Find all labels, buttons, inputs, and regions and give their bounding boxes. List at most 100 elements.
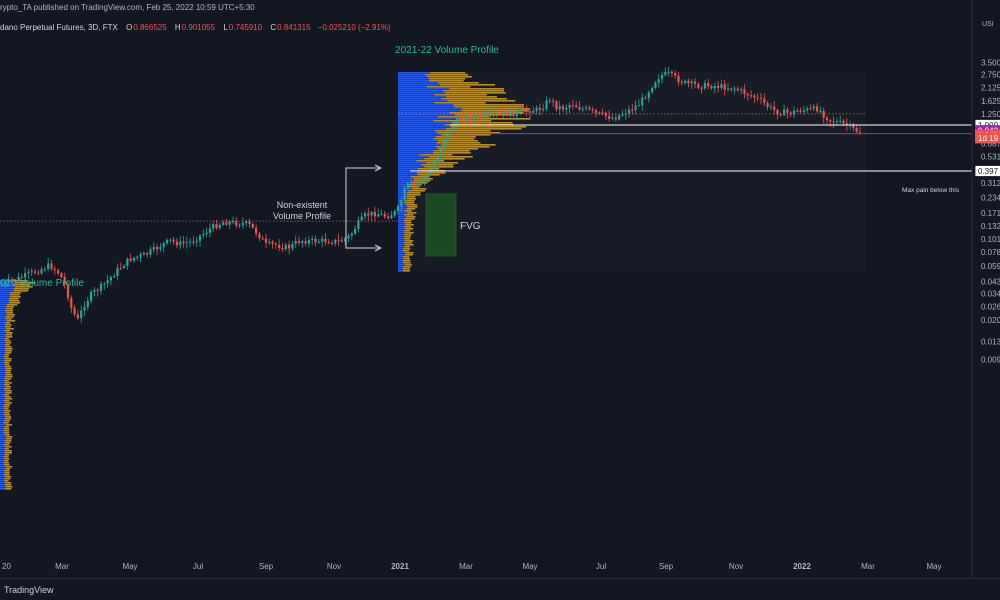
candle-body <box>796 110 799 112</box>
profile-2020-bar-gold <box>5 340 11 342</box>
candle-body <box>667 71 670 73</box>
profile-2020-bar-gold <box>4 448 9 450</box>
y-tick-label: 0.034 <box>981 289 1000 298</box>
profile-2021-bar-blue <box>398 128 447 130</box>
candle-body <box>123 266 126 268</box>
profile-2021-bar-blue <box>398 156 429 158</box>
profile-2020-bar-gold <box>5 438 12 440</box>
candle-body <box>347 235 350 239</box>
candle-body <box>165 239 169 244</box>
candle-body <box>476 114 479 116</box>
y-tick-label: 0.531 <box>981 153 1000 162</box>
candle-body <box>146 253 149 255</box>
profile-2020-bar-gold <box>3 428 10 430</box>
profile-2020-bar-gold <box>15 282 36 284</box>
profile-2020-bar-blue <box>0 476 6 478</box>
profile-2021-bar-gold <box>435 136 476 138</box>
profile-2020-bar-gold <box>5 376 13 378</box>
candle-body <box>670 71 673 74</box>
candle-body <box>4 281 7 285</box>
candle-body <box>360 216 363 221</box>
profile-2020-bar-blue <box>0 332 7 334</box>
profile-2021-bar-gold <box>426 162 459 164</box>
candle-body <box>489 112 492 114</box>
profile-2020-bar-gold <box>4 434 10 436</box>
candle-body <box>644 97 647 99</box>
profile-2021-bar-blue <box>398 98 442 100</box>
profile-2021-bar-gold <box>441 144 496 146</box>
candle-body <box>746 93 749 96</box>
candle-body <box>726 88 730 90</box>
profile-2021-bar-blue <box>398 250 403 252</box>
candle-body <box>70 298 73 309</box>
candle-body <box>57 270 60 274</box>
profile-2020-bar-gold <box>3 404 11 406</box>
profile-2021-bar-blue <box>398 110 461 112</box>
profile-2021-bar-gold <box>403 258 410 260</box>
y-tick-label: 0.013 <box>981 337 1000 346</box>
profile-2020-bar-gold <box>4 440 12 442</box>
profile-2021-bar-gold <box>402 256 410 258</box>
candle-body <box>218 224 221 229</box>
candle-body <box>519 110 522 112</box>
candle-body <box>212 224 215 229</box>
candle-body <box>383 213 386 217</box>
profile-2021-bar-gold <box>407 206 418 208</box>
profile-2020-bar-blue <box>0 428 4 430</box>
candle-body <box>169 239 172 241</box>
annotation-text: 2021-22 Volume Profile 020 Volume Profile… <box>0 45 960 289</box>
y-tick-label: 0.059 <box>981 262 1000 271</box>
profile-2020-bar-gold <box>9 292 22 294</box>
profile-2020-bar-blue <box>0 440 5 442</box>
high-value: 0.901055 <box>181 23 216 32</box>
candle-body <box>733 88 736 90</box>
profile-2021-bar-gold <box>460 110 529 112</box>
candle-body <box>400 200 403 207</box>
candle-body <box>96 290 99 292</box>
profile-2020-bar-gold <box>5 446 12 448</box>
profile-2020-bar-gold <box>13 290 29 292</box>
candle-body <box>792 110 796 115</box>
candle-body <box>601 112 604 114</box>
profile-2020-bar-blue <box>0 354 5 356</box>
candle-body <box>403 188 406 201</box>
candle-body <box>542 108 545 111</box>
candle-body <box>697 84 700 88</box>
candle-body <box>456 118 459 126</box>
candle-body <box>449 130 452 132</box>
x-tick-label: 2022 <box>793 562 811 571</box>
candle-body <box>453 125 456 131</box>
profile-2020-bar-gold <box>4 488 12 490</box>
profile-2021-bar-blue <box>398 216 407 218</box>
profile-2021-bar-gold <box>410 182 428 184</box>
profile-2020-bar-blue <box>0 448 5 450</box>
candle-body <box>664 71 667 75</box>
candle-body <box>637 105 640 107</box>
profile-2020-bar-blue <box>0 420 5 422</box>
candle-body <box>330 243 334 245</box>
fvg-label: FVG <box>460 221 481 232</box>
candle-body <box>172 239 175 242</box>
candle-body <box>268 242 271 244</box>
profile-2021-bar-blue <box>398 136 436 138</box>
candle-body <box>604 112 607 116</box>
candle-body <box>416 181 419 183</box>
profile-2020-bar-blue <box>0 412 4 414</box>
symbol-name: dano Perpetual Futures, 3D, FTX <box>0 23 118 32</box>
profile-2021-bar-blue <box>398 234 405 236</box>
profile-2021-bar-gold <box>405 252 414 254</box>
profile-2021-bar-blue <box>398 168 418 170</box>
candle-body <box>680 82 683 84</box>
candle-body <box>195 240 198 242</box>
candle-body <box>225 222 228 225</box>
profile-2020-bar-blue <box>0 346 6 348</box>
profile-2021-bar-blue <box>398 170 422 172</box>
profile-2020-bar-blue <box>0 340 6 342</box>
profile-2020-bar-gold <box>4 358 12 360</box>
candle-body <box>198 235 202 241</box>
profile-2021-bar-gold <box>437 148 479 150</box>
profile-2020-label: 020 Volume Profile <box>0 278 84 289</box>
y-tick-label: 0.234 <box>981 193 1000 202</box>
candle-body <box>261 238 264 240</box>
